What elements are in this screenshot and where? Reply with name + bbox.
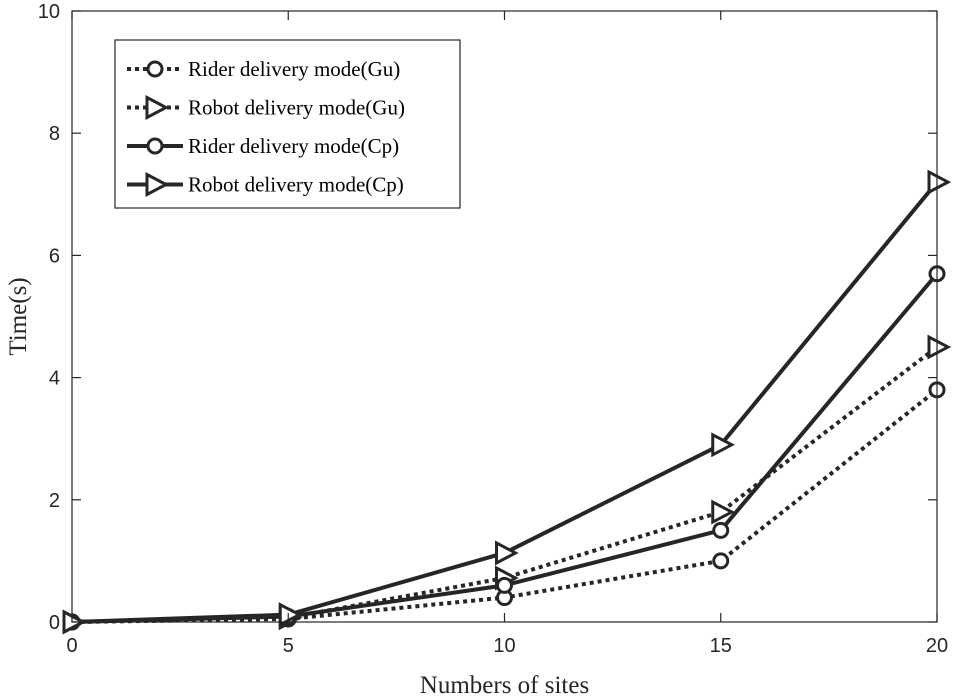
legend: Rider delivery mode(Gu) Robot delivery mo… xyxy=(114,39,461,209)
x-tick-label: 20 xyxy=(926,635,948,657)
tick-layer: 0 5 10 15 20 0 2 4 6 8 10 xyxy=(38,1,948,657)
legend-marker xyxy=(146,137,164,155)
y-tick-label: 8 xyxy=(49,123,60,145)
y-tick-label: 2 xyxy=(49,490,60,512)
data-point xyxy=(496,576,513,594)
legend-label: Rider delivery mode(Cp) xyxy=(188,134,399,158)
legend-marker xyxy=(145,95,170,120)
legend-label: Rider delivery mode(Gu) xyxy=(188,57,400,81)
y-tick-label: 10 xyxy=(38,1,60,23)
data-point xyxy=(711,432,735,458)
y-tick-label: 4 xyxy=(49,368,60,390)
series-layer xyxy=(62,169,952,635)
data-point xyxy=(712,521,730,539)
legend-item: Robot delivery mode(Gu) xyxy=(127,95,405,120)
legend-item: Rider delivery mode(Cp) xyxy=(127,134,399,158)
data-point xyxy=(278,602,303,628)
legend-label: Robot delivery mode(Cp) xyxy=(188,173,404,197)
y-axis-title: Time(s) xyxy=(5,277,32,355)
x-tick-label: 15 xyxy=(710,635,732,657)
legend-marker xyxy=(145,172,170,197)
x-tick-label: 5 xyxy=(283,635,294,657)
x-tick-label: 0 xyxy=(66,635,77,657)
y-tick-label: 0 xyxy=(49,612,60,634)
data-point xyxy=(927,334,952,360)
data-point xyxy=(711,499,735,525)
x-tick-label: 10 xyxy=(493,635,515,657)
legend-item: Robot delivery mode(Cp) xyxy=(127,172,404,197)
legend-box xyxy=(114,39,461,209)
y-tick-label: 6 xyxy=(49,245,60,267)
legend-label: Robot delivery mode(Gu) xyxy=(188,96,405,120)
legend-item: Rider delivery mode(Gu) xyxy=(127,57,400,81)
data-point xyxy=(927,169,952,195)
x-axis-title: Numbers of sites xyxy=(420,672,589,697)
data-point xyxy=(712,552,730,570)
data-point xyxy=(495,540,519,566)
legend-marker xyxy=(146,60,164,78)
